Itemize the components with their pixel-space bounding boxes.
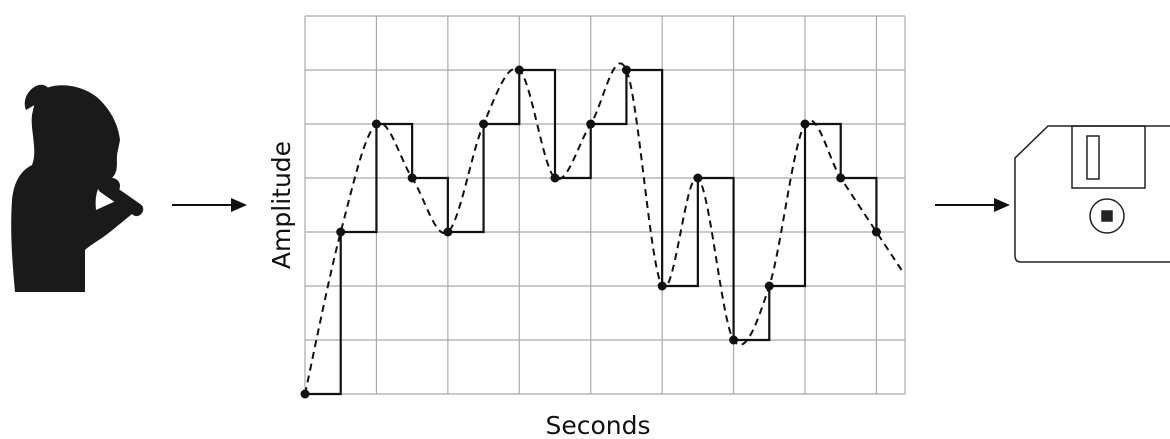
disk-body (1014, 125, 1170, 263)
sample-point (800, 119, 810, 129)
analog-signal (304, 62, 905, 395)
sample-point (764, 281, 774, 291)
sample-point (407, 173, 417, 183)
disk-shutter (1071, 125, 1146, 189)
sample-point (836, 173, 846, 183)
sample-point (586, 119, 596, 129)
plot (300, 15, 906, 399)
sample-point (336, 227, 346, 237)
arrow-head (231, 198, 247, 212)
sample-point (657, 281, 667, 291)
x-axis-label: Seconds (545, 411, 650, 439)
sample-point (371, 119, 381, 129)
y-axis-label: Amplitude (267, 141, 296, 269)
floppy-disk-icon (1014, 125, 1170, 263)
hair (24, 84, 51, 110)
shutter-slot (1086, 135, 1100, 180)
sample-point (693, 173, 703, 183)
microphone-head (104, 178, 120, 194)
sample-point (729, 335, 739, 345)
sample-point (871, 227, 881, 237)
sample-point (443, 227, 453, 237)
arrow-head (994, 198, 1010, 212)
sample-point (300, 389, 310, 399)
sample-point (550, 173, 560, 183)
sample-point (514, 65, 524, 75)
sample-point (621, 65, 631, 75)
silhouette (11, 85, 134, 292)
singer-icon (11, 84, 144, 292)
arrow (172, 198, 247, 212)
hub-center (1101, 210, 1113, 222)
sample-point (479, 119, 489, 129)
arrow (935, 198, 1010, 212)
disk-hub (1089, 198, 1125, 234)
